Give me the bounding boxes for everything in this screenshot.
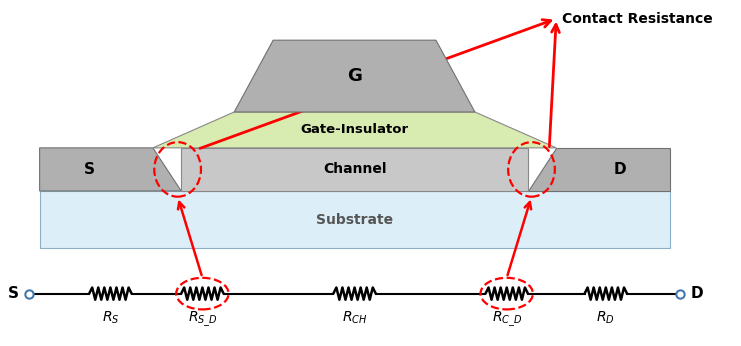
Text: $R_{C\_D}$: $R_{C\_D}$ bbox=[491, 309, 522, 329]
Polygon shape bbox=[153, 112, 556, 148]
Text: S: S bbox=[84, 162, 95, 177]
Polygon shape bbox=[234, 40, 475, 112]
Text: $R_{S\_D}$: $R_{S\_D}$ bbox=[187, 309, 217, 329]
Text: $R_S$: $R_S$ bbox=[102, 309, 119, 326]
Polygon shape bbox=[39, 148, 181, 191]
Polygon shape bbox=[181, 148, 528, 191]
Text: S: S bbox=[7, 286, 19, 301]
Text: $R_D$: $R_D$ bbox=[597, 309, 615, 326]
Polygon shape bbox=[528, 148, 670, 191]
Text: Channel: Channel bbox=[323, 162, 386, 176]
Text: D: D bbox=[614, 162, 626, 177]
Polygon shape bbox=[39, 191, 670, 248]
Text: Contact Resistance: Contact Resistance bbox=[562, 12, 713, 26]
Text: D: D bbox=[691, 286, 703, 301]
Text: G: G bbox=[347, 67, 362, 85]
Text: Substrate: Substrate bbox=[316, 213, 393, 227]
Text: Gate-Insulator: Gate-Insulator bbox=[301, 124, 408, 136]
Text: $R_{CH}$: $R_{CH}$ bbox=[342, 309, 368, 326]
